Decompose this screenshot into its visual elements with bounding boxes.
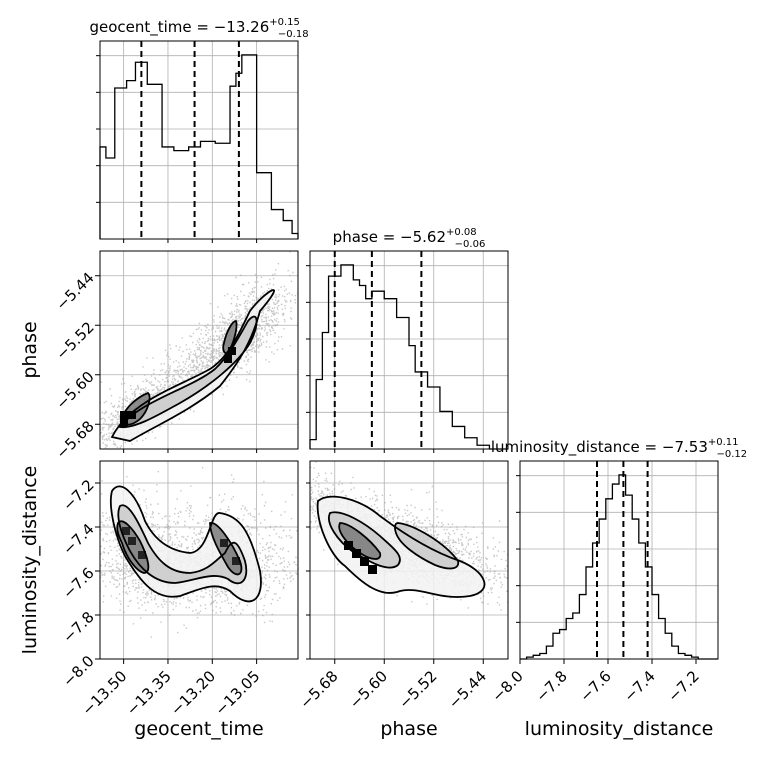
density-peak [138, 551, 146, 559]
contour-line [116, 520, 150, 574]
x-tick-label: −7.2 [664, 667, 702, 705]
title-minus: −0.18 [278, 29, 309, 40]
contour-line [117, 504, 248, 585]
contour-line [338, 522, 382, 560]
panel-frame [309, 460, 509, 660]
x-tick-label: −8.0 [488, 667, 526, 705]
contour-line [209, 522, 243, 576]
x-tick-label: −5.44 [445, 667, 490, 712]
x-axis-label-phase: phase [380, 718, 437, 740]
x-tick-label: −5.68 [296, 667, 341, 712]
y-tick-label: −7.8 [59, 608, 97, 646]
y-tick-label: −7.4 [59, 520, 97, 558]
density-fill [317, 496, 485, 598]
x-tick-label: −7.4 [620, 667, 658, 705]
density-peak [220, 539, 228, 547]
title-plus: +0.08 [446, 227, 477, 238]
y-tick-label: −7.2 [59, 476, 97, 514]
density-fill [118, 505, 247, 584]
x-axis-phase: −5.68 −5.60 −5.52 −5.44 phase [296, 659, 490, 740]
scatter-panel-phase-vs-geocent_time: −5.68−5.60 −5.52−5.44 phase [19, 250, 299, 462]
x-axis-label-luminosity_distance: luminosity_distance [525, 718, 714, 740]
y-tick-label: −5.68 [52, 417, 97, 462]
title-eq: = [378, 228, 400, 246]
panel-frame [99, 40, 299, 240]
contour-line [222, 320, 238, 355]
contour-line [328, 511, 401, 569]
panel-frame [519, 460, 719, 660]
title-minus: −0.06 [455, 239, 486, 250]
contour-line [109, 485, 262, 603]
density-fill [339, 523, 381, 559]
density-peak [360, 557, 369, 566]
y-tick-label: −5.60 [52, 368, 97, 413]
x-tick-label: −13.35 [123, 667, 175, 719]
title-minus: −0.12 [717, 449, 748, 460]
title-name: luminosity_distance [491, 438, 640, 457]
title-luminosity_distance: luminosity_distance = −7.53+0.11 −0.12 [491, 437, 747, 460]
title-eq: = [640, 438, 662, 456]
contour-line [118, 315, 258, 428]
x-axis-label-geocent_time: geocent_time [134, 718, 263, 740]
title-name: geocent_time [89, 18, 191, 37]
hist-step-geocent_time [99, 54, 299, 239]
contour-line [121, 391, 151, 426]
x-tick-label: −5.52 [395, 667, 440, 712]
scatter-panel-luminosity_distance-vs-geocent_time: −8.0 −7.8 −7.6 −7.4 −7.2 luminosity_distance [19, 460, 299, 690]
density-peak [224, 355, 232, 363]
panel-frame [99, 460, 299, 660]
title-name: phase [333, 228, 378, 246]
y-tick-label: −5.44 [52, 269, 97, 314]
y-tick-label: −7.6 [59, 564, 97, 602]
hist-panel-phase: phase = −5.62+0.08 −0.06 [306, 227, 509, 450]
hist-panel-geocent_time: geocent_time = −13.26+0.15 −0.18 [89, 17, 309, 240]
hist-step-luminosity_distance [520, 474, 718, 660]
contour-line [110, 289, 275, 442]
density-fill [223, 321, 237, 354]
x-tick-label: −13.05 [211, 667, 263, 719]
title-median: −5.62 [400, 228, 446, 246]
scatter-points [100, 251, 298, 449]
y-tick-label: −5.52 [52, 318, 97, 363]
y-axis-label-phase: phase [19, 321, 41, 378]
panel-frame [309, 250, 509, 450]
title-median: −13.26 [214, 18, 270, 36]
x-tick-label: −7.6 [576, 667, 614, 705]
density-peak [344, 541, 353, 550]
y-axis-label-luminosity_distance: luminosity_distance [19, 466, 41, 655]
title-median: −7.53 [662, 438, 708, 456]
density-peak [128, 537, 136, 545]
x-axis-luminosity_distance: −8.0 −7.8 −7.6 −7.4 −7.2 luminosity_distance [488, 659, 713, 740]
x-tick-label: −13.20 [167, 667, 219, 719]
hist-step-phase [309, 264, 508, 450]
contour-line [394, 522, 460, 570]
title-plus: +0.15 [269, 17, 300, 28]
scatter-panel-luminosity_distance-vs-phase [306, 460, 509, 660]
density-peak [228, 347, 236, 355]
contour-line [316, 495, 486, 598]
title-phase: phase = −5.62+0.08 −0.06 [333, 227, 486, 250]
title-eq: = [192, 18, 214, 36]
title-plus: +0.11 [708, 437, 739, 448]
density-peak [368, 565, 377, 574]
hist-panel-luminosity_distance: luminosity_distance = −7.53+0.11 −0.12 [491, 437, 747, 660]
x-tick-label: −7.8 [532, 667, 570, 705]
y-tick-label: −8.0 [59, 652, 97, 690]
density-peak [122, 527, 130, 535]
density-peak [232, 557, 240, 565]
panel-frame [99, 250, 299, 450]
x-tick-label: −5.60 [346, 667, 391, 712]
title-geocent_time: geocent_time = −13.26+0.15 −0.18 [89, 17, 308, 40]
